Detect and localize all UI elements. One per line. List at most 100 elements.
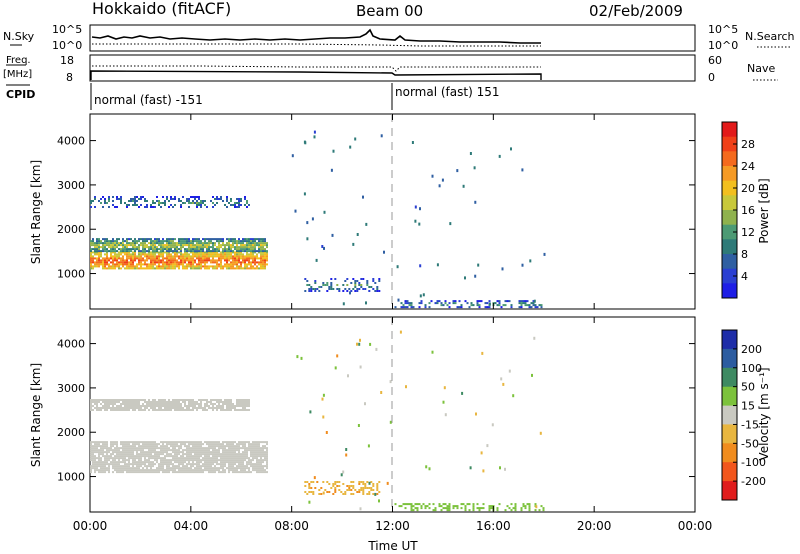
range-cell <box>98 259 100 262</box>
range-cell <box>182 467 184 470</box>
range-cell <box>116 465 118 468</box>
sparse-echo <box>475 412 477 416</box>
range-cell <box>116 265 118 268</box>
range-cell <box>160 453 162 456</box>
range-cell <box>138 465 140 468</box>
range-cell <box>192 409 194 411</box>
range-cell <box>374 290 377 292</box>
range-cell <box>110 445 112 448</box>
range-cell <box>112 461 114 464</box>
range-cell <box>116 467 118 470</box>
range-cell <box>150 267 152 270</box>
range-cell <box>310 290 313 292</box>
range-cell <box>156 242 158 245</box>
range-cell <box>352 481 355 483</box>
range-cell <box>156 457 158 460</box>
range-cell <box>238 399 240 401</box>
range-cell <box>122 250 124 253</box>
range-cell <box>266 463 268 466</box>
range-cell <box>238 403 240 405</box>
range-cell <box>152 409 154 411</box>
sparse-echo <box>529 259 532 263</box>
range-cell <box>148 465 150 468</box>
range-cell <box>220 467 222 470</box>
range-cell <box>174 196 176 198</box>
range-cell <box>206 253 208 256</box>
range-cell <box>208 257 210 260</box>
range-cell <box>104 469 106 472</box>
range-cell <box>304 491 307 493</box>
range-cell <box>126 248 128 251</box>
range-cell <box>528 505 531 508</box>
range-cell <box>114 447 116 450</box>
range-cell <box>248 463 250 466</box>
range-cell <box>190 459 192 462</box>
range-cell <box>372 483 375 485</box>
range-cell <box>146 441 148 444</box>
range-cell <box>370 489 373 491</box>
sparse-echo <box>396 265 399 269</box>
range-cell <box>132 265 134 268</box>
range-cell <box>188 257 190 260</box>
range-cell <box>114 246 116 249</box>
range-cell <box>192 461 194 464</box>
range-cell <box>90 457 92 460</box>
x-tick-label: 00:00 <box>678 519 713 533</box>
range-cell <box>204 403 206 405</box>
range-cell <box>174 204 176 206</box>
range-cell <box>224 204 226 206</box>
range-cell <box>184 251 186 254</box>
range-cell <box>182 401 184 403</box>
range-cell <box>174 453 176 456</box>
range-cell <box>150 463 152 466</box>
range-cell <box>510 503 513 506</box>
range-cell <box>366 284 369 286</box>
range-cell <box>104 253 106 256</box>
range-cell <box>128 467 130 470</box>
range-cell <box>250 251 252 254</box>
range-cell <box>150 257 152 260</box>
range-cell <box>96 253 98 256</box>
range-cell <box>100 250 102 253</box>
range-cell <box>350 489 353 491</box>
range-cell <box>236 251 238 254</box>
range-cell <box>218 441 220 444</box>
range-cell <box>102 250 104 253</box>
range-cell <box>112 401 114 403</box>
range-cell <box>100 465 102 468</box>
range-cell <box>92 244 94 247</box>
range-cell <box>228 447 230 450</box>
range-cell <box>242 244 244 247</box>
range-cell <box>264 453 266 456</box>
range-cell <box>154 248 156 251</box>
range-cell <box>170 248 172 251</box>
range-cell <box>98 238 100 241</box>
sparse-echo <box>419 264 422 268</box>
scatter-region <box>304 278 381 292</box>
range-cell <box>196 447 198 450</box>
range-cell <box>188 200 190 202</box>
range-cell <box>336 481 339 483</box>
range-cell <box>260 447 262 450</box>
range-cell <box>142 399 144 401</box>
range-cell <box>252 238 254 241</box>
range-cell <box>216 202 218 204</box>
range-cell <box>484 302 487 305</box>
range-cell <box>468 503 471 506</box>
range-cell <box>222 447 224 450</box>
range-cell <box>134 471 136 474</box>
range-cell <box>244 265 246 268</box>
range-cell <box>116 447 118 450</box>
range-cell <box>132 253 134 256</box>
range-cell <box>528 503 531 506</box>
range-cell <box>98 465 100 468</box>
range-cell <box>94 447 96 450</box>
range-cell <box>184 403 186 405</box>
range-cell <box>164 263 166 266</box>
range-cell <box>446 507 449 510</box>
range-cell <box>96 265 98 268</box>
range-cell <box>246 451 248 454</box>
range-cell <box>210 471 212 474</box>
range-cell <box>264 459 266 462</box>
range-cell <box>118 409 120 411</box>
